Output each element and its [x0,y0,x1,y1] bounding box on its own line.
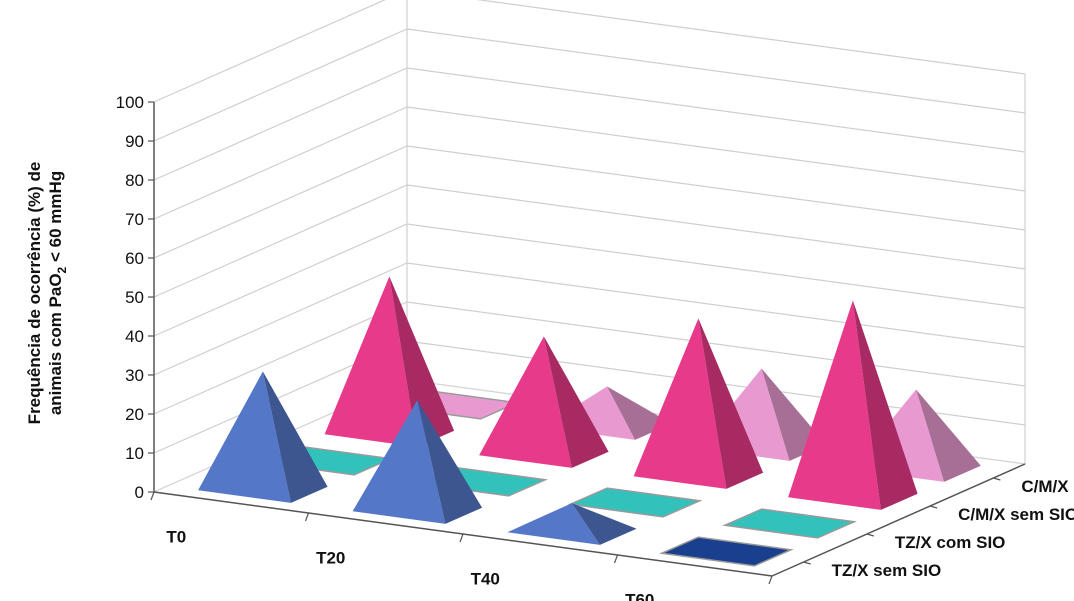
face-front-c-m-x-sem-sio-t0 [324,276,418,447]
y-tick-label-60: 60 [125,249,144,268]
pyramid-c-m-x-sem-sio-t0 [324,276,455,447]
series-label-tz-x-com-sio: TZ/X com SIO [895,533,1006,552]
depth-tick-3 [993,477,1001,481]
depth-tick-0 [803,561,811,565]
pyramid-tz-x-sem-sio-t0 [198,371,328,503]
x-tick-mark-2 [459,533,464,543]
y-axis-title-line2: animais com PaO2 < 60 mmHg [46,171,69,415]
y-tick-label-70: 70 [125,210,144,229]
series-label-tz-x-sem-sio: TZ/X sem SIO [832,561,942,580]
pyramid-tz-x-com-sio-t40 [567,487,703,518]
axis-layer [148,101,1026,585]
x-tick-mark-0 [150,491,155,501]
face-right-c-m-x-sem-sio-t40 [698,318,764,489]
face-front-tz-x-sem-sio-t0 [198,371,291,503]
y-axis-title-line2-pre: animais com PaO [46,273,65,415]
pyramid-tz-x-sem-sio-t20 [352,400,483,524]
face-right-c-m-x-sem-sio-t60 [852,300,918,510]
label-layer: 0 10 20 30 40 50 60 70 80 90 100 T0 T20 T40 T60 TZ/X se… [116,93,1074,601]
depth-tick-1 [866,533,875,537]
series-label-c-m-x-com-sio: C/M/X com SIO [1021,477,1074,496]
y-axis-title-subscript: 2 [55,266,69,273]
gridline-100 [153,0,1026,103]
y-tick-label-30: 30 [125,366,144,385]
y-tick-label-100: 100 [116,93,144,112]
x-category-label-t60: T60 [625,591,654,601]
y-axis-title-line2-post: < 60 mmHg [46,171,65,267]
y-tick-label-20: 20 [125,405,144,424]
pyramid-c-m-x-sem-sio-t60 [788,300,918,510]
face-right-c-m-x-sem-sio-t0 [389,276,455,447]
x-category-label-t40: T40 [471,570,500,589]
pyramid-tz-x-sem-sio-t60 [658,536,794,567]
series-label-c-m-x-sem-sio: C/M/X sem SIO [958,505,1074,524]
gridline-90 [153,28,1026,142]
face-right-tz-x-sem-sio-t0 [262,371,328,503]
y-tick-label-10: 10 [125,444,144,463]
x-category-label-t0: T0 [166,528,186,547]
face-front-tz-x-sem-sio-t40 [507,503,600,545]
depth-axis-line [771,463,1026,577]
y-axis-title: Frequência de ocorrência (%) de animais … [25,162,69,425]
y-tick-label-90: 90 [125,132,144,151]
gridline-40 [153,223,1026,337]
face-right-c-m-x-sem-sio-t20 [543,336,609,468]
face-front-tz-x-sem-sio-t20 [352,400,446,524]
face-front-c-m-x-sem-sio-t60 [788,300,881,510]
face-right-tz-x-sem-sio-t40 [571,503,637,545]
marks-layer [198,276,981,567]
face-right-c-m-x-com-sio-t60 [916,389,981,482]
pyramid-c-m-x-sem-sio-t20 [479,336,609,468]
pyramid-tz-x-sem-sio-t40 [507,503,637,545]
gridline-70 [153,106,1026,220]
face-front-c-m-x-sem-sio-t20 [479,336,572,468]
x-tick-mark-4 [768,575,773,585]
x-category-label-t20: T20 [316,549,345,568]
y-tick-label-0: 0 [135,483,144,502]
empty-marker-tz-x-sem-sio-t60 [658,536,794,567]
x-tick-mark-1 [304,512,310,522]
depth-tick-2 [929,505,938,509]
gridline-20 [153,301,1026,415]
y-tick-label-80: 80 [125,171,144,190]
empty-marker-tz-x-com-sio-t40 [567,487,703,518]
y-axis-title-line1: Frequência de ocorrência (%) de [25,162,44,425]
pyramid-tz-x-com-sio-t60 [722,508,858,539]
face-right-tz-x-sem-sio-t20 [417,400,483,524]
gridline-80 [153,67,1026,181]
gridline-50 [153,184,1026,298]
x-tick-mark-3 [613,554,619,564]
gridline-30 [153,262,1026,376]
empty-marker-tz-x-com-sio-t60 [722,508,858,539]
gridline-60 [153,145,1026,259]
y-tick-label-40: 40 [125,327,144,346]
pyramid-c-m-x-sem-sio-t40 [633,318,764,489]
face-front-c-m-x-sem-sio-t40 [633,318,727,489]
y-tick-label-50: 50 [125,288,144,307]
